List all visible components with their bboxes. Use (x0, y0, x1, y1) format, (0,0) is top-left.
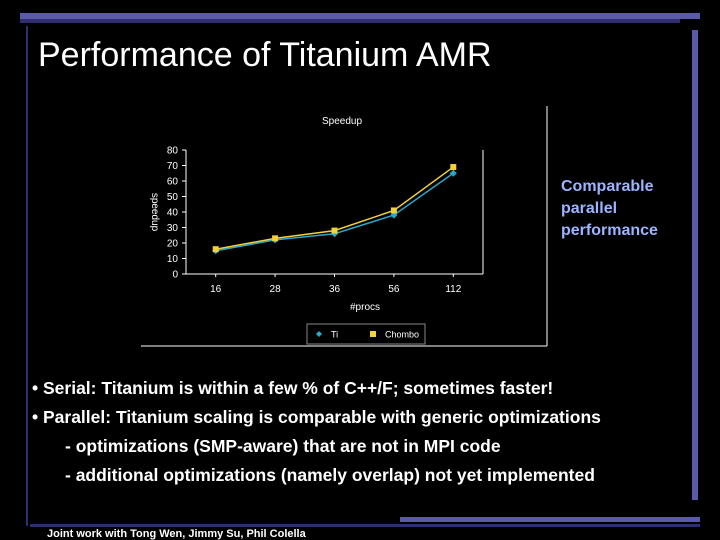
chart-plot-layer: 0 10 20 30 40 50 60 70 80 16 28 36 56 112 Ti Chombo (167, 146, 484, 340)
y-tick-label: 30 (167, 223, 179, 234)
callout-line-2: parallel (561, 200, 618, 217)
right-deco-bar (692, 30, 698, 500)
top-deco-bar-2 (20, 19, 680, 23)
chart-title: Speedup (322, 116, 362, 127)
callout-line-3: performance (561, 222, 658, 239)
sub-bullet-overlap: - additional optimizations (namely overl… (65, 465, 595, 485)
x-tick-label: 28 (270, 284, 282, 295)
top-deco-bar (20, 13, 700, 19)
y-tick-label: 80 (167, 146, 179, 157)
data-point-chombo (450, 164, 457, 171)
chart-x-axis-label: #procs (350, 302, 380, 313)
bullet-list: • Serial: Titanium is within a few % of … (32, 374, 712, 490)
callout-line-1: Comparable (561, 178, 654, 195)
data-point-chombo (212, 246, 219, 253)
footer-credits: Joint work with Tong Wen, Jimmy Su, Phil… (47, 528, 306, 540)
data-point-chombo (390, 207, 397, 214)
left-deco-line (26, 26, 28, 526)
y-tick-label: 70 (167, 161, 179, 172)
slide-title: Performance of Titanium AMR (38, 36, 492, 74)
chart-y-axis-label: speedup (149, 193, 160, 232)
bullet-parallel: • Parallel: Titanium scaling is comparab… (32, 407, 601, 427)
y-tick-label: 0 (172, 270, 178, 281)
x-tick-label: 36 (329, 284, 341, 295)
legend-marker-ti (316, 331, 322, 337)
sub-bullet-smp: - optimizations (SMP-aware) that are not… (65, 436, 501, 456)
x-tick-label: 112 (445, 284, 461, 295)
chart-background (135, 100, 555, 350)
y-tick-label: 10 (167, 254, 179, 265)
callout-text: Comparable parallel performance (561, 176, 711, 242)
legend-label-chombo: Chombo (385, 330, 419, 340)
y-tick-label: 40 (167, 208, 179, 219)
chart-svg: Speedup #procs speedup 0 10 20 30 40 50 60 70 80… (135, 100, 555, 350)
data-point-ti (449, 169, 457, 177)
y-tick-label: 50 (167, 192, 179, 203)
y-tick-label: 60 (167, 177, 179, 188)
bottom-deco-bar (400, 517, 700, 522)
bottom-deco-bar-2 (30, 524, 700, 527)
speedup-chart: Speedup #procs speedup 0 10 20 30 40 50 60 70 80… (135, 100, 555, 350)
chart-legend-box (306, 323, 426, 345)
legend-label-ti: Ti (331, 330, 338, 340)
bullet-serial: • Serial: Titanium is within a few % of … (32, 378, 554, 398)
legend-marker-chombo (370, 331, 376, 337)
data-point-chombo (331, 227, 338, 234)
y-tick-label: 20 (167, 239, 179, 250)
x-tick-label: 16 (210, 284, 222, 295)
data-point-chombo (272, 235, 279, 242)
x-tick-label: 56 (388, 284, 400, 295)
